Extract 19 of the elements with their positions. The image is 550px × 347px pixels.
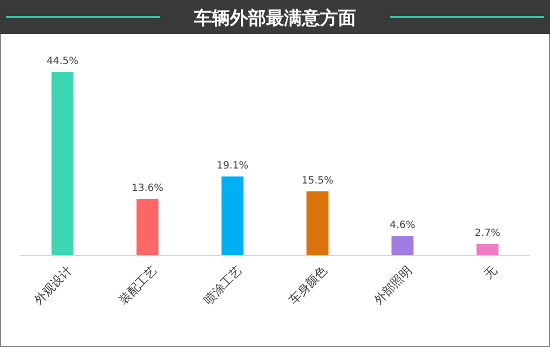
data-label: 44.5% xyxy=(46,56,78,67)
x-tick-label: 外部照明 xyxy=(371,263,415,308)
bar xyxy=(306,191,328,255)
data-label: 19.1% xyxy=(216,160,248,172)
x-tick-label: 喷涂工艺 xyxy=(201,263,245,308)
data-label: 4.6% xyxy=(390,220,416,232)
x-tick-label: 无 xyxy=(481,263,500,282)
chart-title: 车辆外部最满意方面 xyxy=(193,8,356,29)
data-label: 2.7% xyxy=(474,228,500,239)
x-tick-label: 外观设计 xyxy=(31,263,75,308)
x-tick-label: 车身颜色 xyxy=(286,263,330,308)
bar xyxy=(392,236,414,255)
x-tick-label: 装配工艺 xyxy=(116,263,160,308)
bar xyxy=(52,72,74,255)
bar xyxy=(476,244,498,255)
data-label: 15.5% xyxy=(302,175,334,186)
data-label: 13.6% xyxy=(132,183,164,194)
bar xyxy=(136,199,158,255)
bar xyxy=(222,176,244,255)
